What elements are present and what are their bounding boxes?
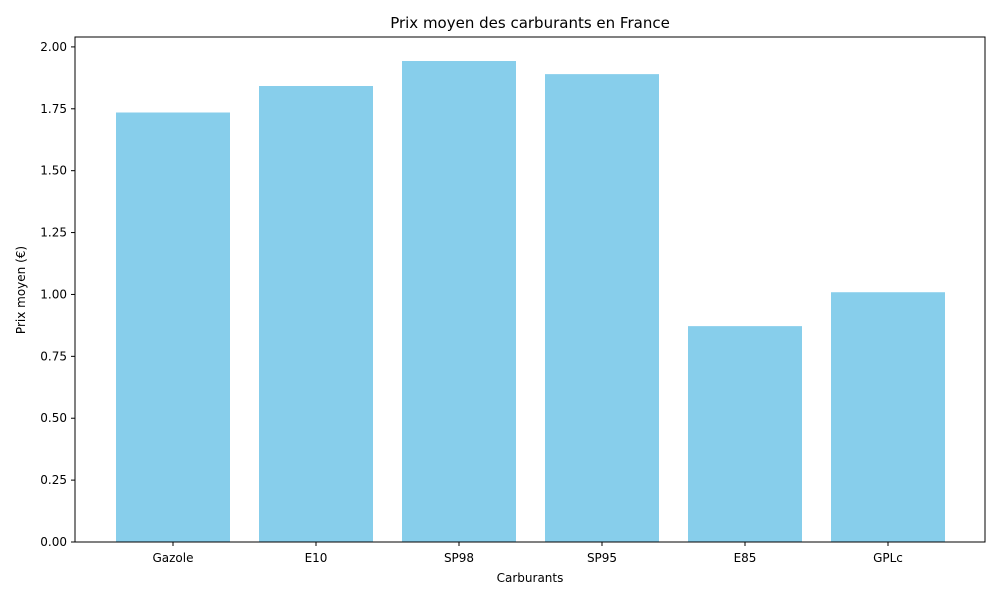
x-tick-label: SP98 <box>444 551 474 565</box>
bar-gazole <box>116 112 230 543</box>
x-tick-label: E10 <box>305 551 328 565</box>
x-tick-label: E85 <box>734 551 757 565</box>
y-tick-label: 1.75 <box>40 102 67 116</box>
y-tick-label: 2.00 <box>40 40 67 54</box>
plot-frame <box>74 36 986 543</box>
y-axis-label: Prix moyen (€) <box>14 246 28 334</box>
y-tick-label: 0.00 <box>40 535 67 549</box>
axes-layer: Gazole E10 SP98 SP95 E85 GPLc 0.00 0.25 0.50 0.75… <box>40 36 986 565</box>
bar-sp98 <box>402 61 516 542</box>
bar-e85 <box>688 326 802 542</box>
x-tick-label: SP95 <box>587 551 617 565</box>
x-tick-label: Gazole <box>152 551 193 565</box>
y-tick-label: 1.00 <box>40 287 67 301</box>
y-tick-label: 1.50 <box>40 164 67 178</box>
bar-gplc <box>831 292 945 542</box>
bars-layer <box>116 61 945 543</box>
y-tick-label: 0.75 <box>40 349 67 363</box>
y-tick-label: 0.50 <box>40 411 67 425</box>
chart-title: Prix moyen des carburants en France <box>390 14 670 32</box>
x-axis-label: Carburants <box>497 571 564 585</box>
bar-e10 <box>259 86 373 542</box>
y-tick-label: 1.25 <box>40 226 67 240</box>
bar-sp95 <box>545 74 659 542</box>
x-tick-label: GPLc <box>873 551 903 565</box>
y-tick-label: 0.25 <box>40 473 67 487</box>
